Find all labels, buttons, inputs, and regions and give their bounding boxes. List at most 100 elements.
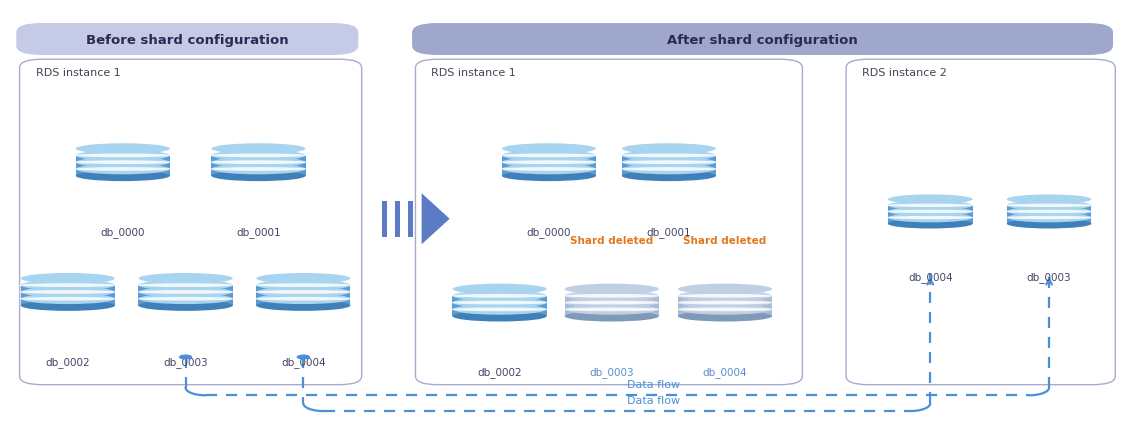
Ellipse shape	[1006, 213, 1091, 223]
Text: db_0003: db_0003	[163, 356, 207, 367]
Ellipse shape	[620, 154, 718, 158]
Polygon shape	[452, 303, 547, 310]
Ellipse shape	[18, 297, 117, 301]
Ellipse shape	[254, 284, 353, 287]
Ellipse shape	[1006, 213, 1091, 223]
Ellipse shape	[1006, 201, 1091, 211]
Ellipse shape	[256, 280, 350, 291]
Ellipse shape	[886, 210, 975, 214]
Ellipse shape	[212, 150, 305, 161]
Ellipse shape	[139, 287, 232, 298]
Ellipse shape	[73, 154, 172, 158]
FancyBboxPatch shape	[16, 24, 358, 56]
Polygon shape	[1006, 212, 1091, 218]
Ellipse shape	[677, 298, 772, 308]
Ellipse shape	[888, 219, 973, 229]
Ellipse shape	[20, 273, 115, 284]
Text: db_0003: db_0003	[1027, 271, 1072, 282]
Polygon shape	[677, 303, 772, 310]
Ellipse shape	[1006, 219, 1091, 229]
Polygon shape	[212, 163, 305, 169]
Text: db_0004: db_0004	[281, 356, 326, 367]
Ellipse shape	[208, 161, 308, 165]
Ellipse shape	[450, 294, 549, 298]
Ellipse shape	[76, 150, 170, 161]
Ellipse shape	[20, 301, 115, 311]
Polygon shape	[888, 206, 973, 212]
Ellipse shape	[139, 301, 232, 311]
Ellipse shape	[888, 201, 973, 211]
Ellipse shape	[452, 304, 547, 315]
FancyBboxPatch shape	[416, 60, 802, 385]
Ellipse shape	[502, 157, 596, 168]
Ellipse shape	[73, 168, 172, 172]
Ellipse shape	[20, 287, 115, 298]
Text: RDS instance 2: RDS instance 2	[862, 68, 947, 78]
Ellipse shape	[254, 290, 353, 294]
Ellipse shape	[620, 161, 718, 165]
Ellipse shape	[18, 284, 117, 287]
Ellipse shape	[256, 301, 350, 311]
Ellipse shape	[677, 298, 772, 308]
Ellipse shape	[76, 157, 170, 168]
Ellipse shape	[622, 157, 716, 168]
Polygon shape	[565, 303, 659, 310]
Ellipse shape	[888, 213, 973, 223]
Ellipse shape	[254, 297, 353, 301]
Ellipse shape	[212, 144, 305, 155]
Ellipse shape	[622, 144, 716, 155]
Ellipse shape	[452, 311, 547, 322]
Polygon shape	[256, 299, 350, 306]
Ellipse shape	[562, 308, 662, 311]
Ellipse shape	[76, 157, 170, 168]
FancyBboxPatch shape	[19, 60, 362, 385]
Ellipse shape	[452, 284, 547, 295]
Ellipse shape	[565, 291, 659, 301]
FancyBboxPatch shape	[408, 201, 412, 237]
Ellipse shape	[1006, 195, 1091, 205]
Ellipse shape	[502, 164, 596, 175]
Ellipse shape	[620, 168, 718, 172]
Text: RDS instance 1: RDS instance 1	[36, 68, 122, 78]
Polygon shape	[212, 169, 305, 176]
Text: db_0001: db_0001	[237, 227, 281, 237]
Ellipse shape	[20, 294, 115, 304]
Ellipse shape	[452, 298, 547, 308]
Text: Before shard configuration: Before shard configuration	[86, 34, 289, 46]
Polygon shape	[139, 292, 232, 299]
Text: db_0004: db_0004	[702, 367, 747, 378]
FancyBboxPatch shape	[846, 60, 1116, 385]
Ellipse shape	[888, 207, 973, 217]
Ellipse shape	[20, 280, 115, 291]
Ellipse shape	[139, 294, 232, 304]
Ellipse shape	[622, 171, 716, 182]
Ellipse shape	[208, 168, 308, 172]
Ellipse shape	[452, 298, 547, 308]
Ellipse shape	[675, 301, 774, 305]
Ellipse shape	[450, 301, 549, 305]
Circle shape	[179, 355, 193, 360]
Ellipse shape	[622, 157, 716, 168]
Ellipse shape	[622, 164, 716, 175]
Ellipse shape	[562, 294, 662, 298]
Ellipse shape	[1004, 204, 1093, 208]
Ellipse shape	[1006, 207, 1091, 217]
Ellipse shape	[677, 311, 772, 322]
Ellipse shape	[20, 287, 115, 298]
Ellipse shape	[212, 164, 305, 175]
Text: db_0000: db_0000	[526, 227, 571, 237]
Ellipse shape	[502, 171, 596, 182]
Ellipse shape	[677, 304, 772, 315]
Ellipse shape	[139, 287, 232, 298]
Ellipse shape	[256, 287, 350, 298]
Polygon shape	[565, 296, 659, 303]
Text: db_0001: db_0001	[647, 227, 691, 237]
Polygon shape	[502, 156, 596, 163]
Ellipse shape	[565, 298, 659, 308]
Text: Shard deleted: Shard deleted	[570, 236, 654, 246]
Ellipse shape	[212, 171, 305, 182]
Text: After shard configuration: After shard configuration	[667, 34, 858, 46]
Ellipse shape	[76, 144, 170, 155]
Ellipse shape	[450, 308, 549, 311]
Polygon shape	[20, 286, 115, 292]
